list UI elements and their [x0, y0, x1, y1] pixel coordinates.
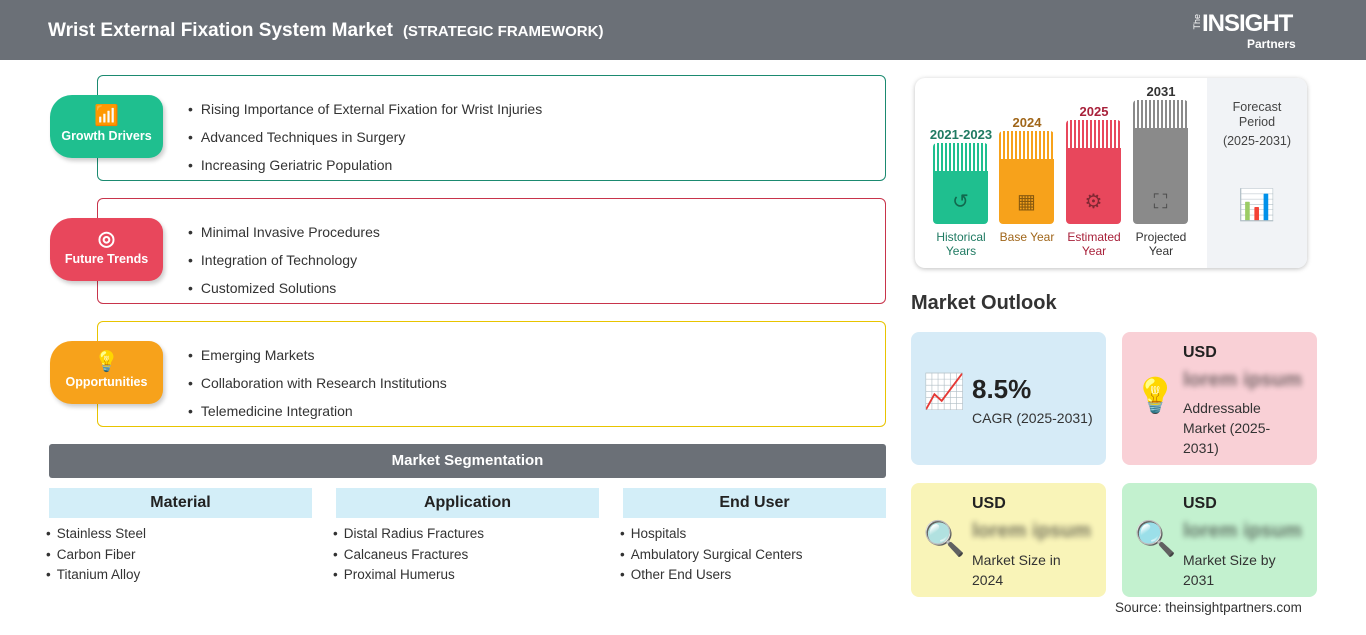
cagr-card: 📈 8.5% CAGR (2025-2031)	[911, 332, 1106, 465]
list-item: Emerging Markets	[188, 341, 447, 369]
timeline-year: 2025	[1079, 104, 1109, 119]
forecast-period-panel: Forecast Period (2025-2031) 📊	[1207, 78, 1307, 268]
card-label: Market Size by 2031	[1183, 552, 1276, 588]
timeline-bar: ⚙	[1066, 120, 1121, 224]
magnifier-chart-icon: 🔍	[923, 520, 966, 558]
usd-label: USD	[1183, 344, 1217, 361]
list-item: Rising Importance of External Fixation f…	[188, 95, 542, 123]
list-item: Calcaneus Fractures	[333, 545, 484, 566]
list-item: Minimal Invasive Procedures	[188, 218, 380, 246]
analytics-illustration-icon: 📊	[1238, 189, 1276, 222]
cagr-label: CAGR (2025-2031)	[972, 410, 1093, 426]
insight-partners-logo: TheINSIGHT Partners	[1192, 10, 1296, 51]
timeline-year: 2021-2023	[929, 127, 993, 142]
list-item: Hospitals	[620, 524, 803, 545]
addressable-market-card: 💡 USD lorem ipsum Addressable Market (20…	[1122, 332, 1317, 465]
timeline-label: Estimated Year	[1067, 230, 1121, 258]
logo-the: The	[1192, 14, 1202, 30]
future-trends-box: Minimal Invasive ProceduresIntegration o…	[97, 198, 886, 304]
blurred-value: lorem ipsum	[1183, 520, 1302, 542]
list-item: Ambulatory Surgical Centers	[620, 545, 803, 566]
segment-header-application: Application	[336, 488, 599, 518]
list-item: Titanium Alloy	[46, 565, 146, 586]
card-label: Market Size in 2024	[972, 552, 1061, 588]
logo-main: INSIGHT	[1202, 10, 1293, 37]
badge-label: Future Trends	[64, 252, 149, 266]
opportunities-box: Emerging MarketsCollaboration with Resea…	[97, 321, 886, 427]
timeline-bar: ⛶	[1133, 100, 1188, 224]
segment-list-application: Distal Radius FracturesCalcaneus Fractur…	[333, 524, 484, 586]
growth-chart-icon: 📈	[923, 373, 966, 411]
usd-label: USD	[1183, 495, 1217, 512]
list-item: Stainless Steel	[46, 524, 146, 545]
dollar-bulb-icon: 💡	[1134, 377, 1177, 415]
list-item: Proximal Humerus	[333, 565, 484, 586]
timeline-label: Base Year	[999, 230, 1055, 244]
list-item: Distal Radius Fractures	[333, 524, 484, 545]
card-label: Addressable Market (2025-2031)	[1183, 400, 1271, 456]
forecast-title: Forecast Period	[1232, 100, 1282, 129]
header-bar	[0, 0, 1366, 60]
timeline-year: 2031	[1146, 84, 1176, 99]
segmentation-title: Market Segmentation	[49, 444, 886, 478]
list-item: Increasing Geriatric Population	[188, 151, 542, 179]
subtitle: (STRATEGIC FRAMEWORK)	[402, 23, 604, 40]
forecast-range: (2025-2031)	[1222, 134, 1292, 148]
list-item: Carbon Fiber	[46, 545, 146, 566]
market-size-2031-card: 🔍 USD lorem ipsum Market Size by 2031	[1122, 483, 1317, 597]
timeline-bar: ↺	[933, 143, 988, 224]
page-title: Wrist External Fixation System Market (ST…	[48, 20, 603, 42]
logo-sub: Partners	[1247, 37, 1296, 51]
timeline-label: Projected Year	[1135, 230, 1187, 258]
future-trends-badge: ◎ Future Trends	[50, 218, 163, 281]
segment-header-end-user: End User	[623, 488, 886, 518]
segment-header-material: Material	[49, 488, 312, 518]
lightbulb-hand-icon: 💡	[94, 351, 119, 373]
timeline-label: Historical Years	[936, 230, 986, 258]
market-size-2024-card: 🔍 USD lorem ipsum Market Size in 2024	[911, 483, 1106, 597]
badge-label: Growth Drivers	[61, 129, 152, 143]
usd-label: USD	[972, 495, 1006, 512]
presentation-icon: ⛶	[1153, 191, 1168, 213]
monitor-gear-icon: ⚙	[1084, 191, 1103, 213]
title-text: Wrist External Fixation System Market	[48, 20, 393, 41]
timeline-bar: ▦	[999, 131, 1054, 224]
segment-list-end-user: HospitalsAmbulatory Surgical CentersOthe…	[620, 524, 803, 586]
badge-label: Opportunities	[65, 375, 148, 389]
cagr-value: 8.5%	[972, 374, 1032, 404]
growth-chart-icon: 📶	[94, 105, 119, 127]
growth-drivers-box: Rising Importance of External Fixation f…	[97, 75, 886, 181]
history-clock-icon: ↺	[952, 191, 969, 213]
list-item: Other End Users	[620, 565, 803, 586]
magnifier-chart-icon: 🔍	[1134, 520, 1177, 558]
calendar-icon: ▦	[1017, 191, 1036, 213]
market-outlook-title: Market Outlook	[911, 292, 1057, 314]
growth-drivers-badge: 📶 Growth Drivers	[50, 95, 163, 158]
target-icon: ◎	[97, 228, 116, 250]
list-item: Advanced Techniques in Surgery	[188, 123, 542, 151]
list-item: Telemedicine Integration	[188, 397, 447, 425]
list-item: Customized Solutions	[188, 274, 380, 302]
list-item: Integration of Technology	[188, 246, 380, 274]
segment-list-material: Stainless SteelCarbon FiberTitanium Allo…	[46, 524, 146, 586]
source-text: Source: theinsightpartners.com	[1115, 600, 1302, 615]
blurred-value: lorem ipsum	[972, 520, 1091, 542]
timeline-year: 2024	[1012, 115, 1042, 130]
opportunities-badge: 💡 Opportunities	[50, 341, 163, 404]
blurred-value: lorem ipsum	[1183, 369, 1302, 391]
list-item: Collaboration with Research Institutions	[188, 369, 447, 397]
